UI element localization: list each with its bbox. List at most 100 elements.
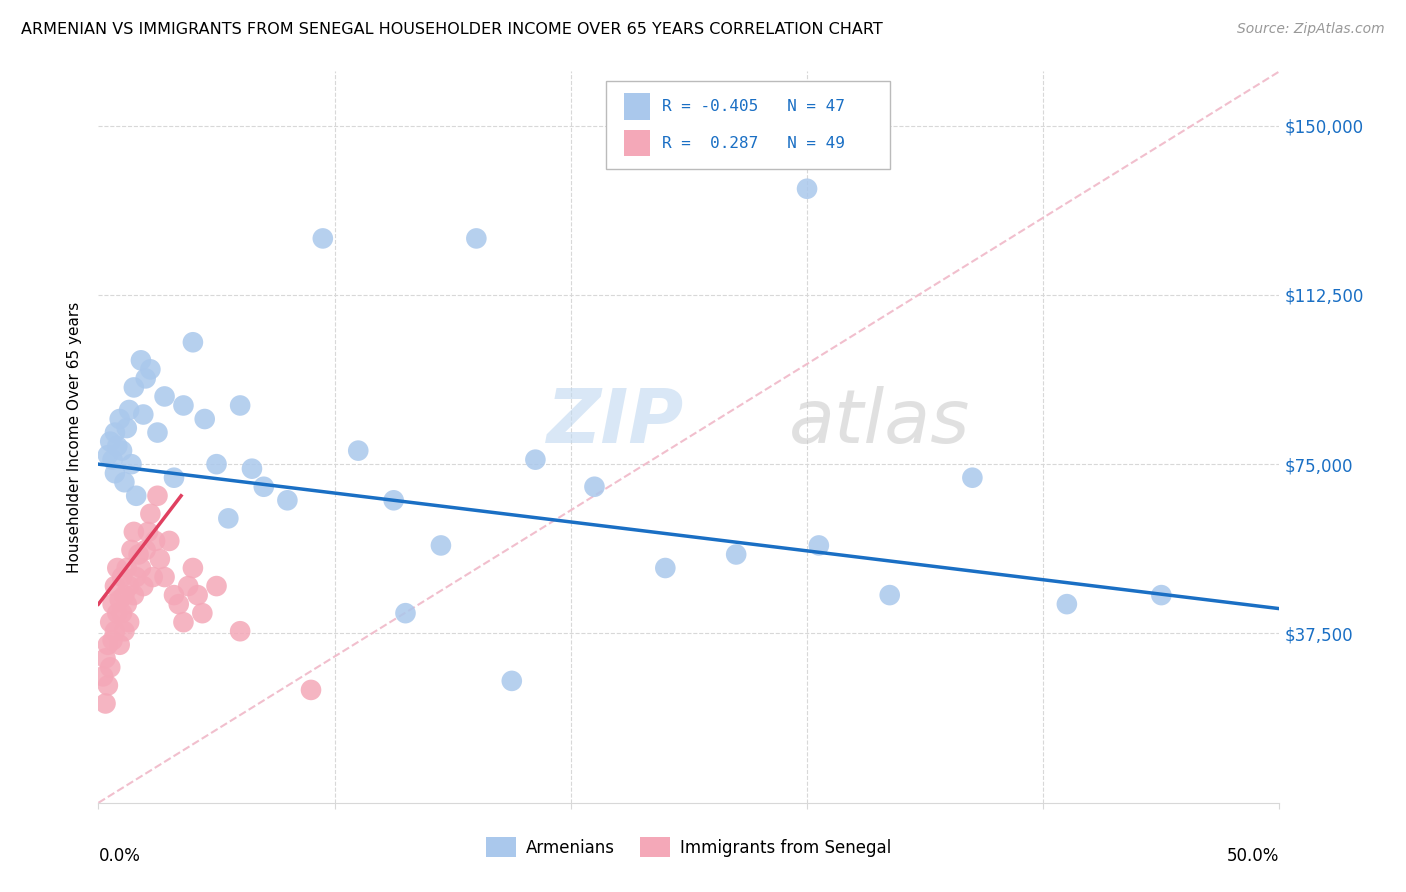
Point <box>97 448 120 462</box>
Point <box>654 561 676 575</box>
Point <box>879 588 901 602</box>
Point <box>135 371 157 385</box>
Point <box>108 592 131 607</box>
Text: ZIP: ZIP <box>547 386 685 459</box>
Point <box>112 588 135 602</box>
Point <box>122 524 145 539</box>
Point <box>430 538 453 552</box>
Point <box>205 457 228 471</box>
Point <box>108 412 131 426</box>
Point <box>129 561 152 575</box>
Point <box>153 389 176 403</box>
Point <box>101 597 124 611</box>
Point <box>139 362 162 376</box>
Point <box>118 579 141 593</box>
Point <box>1150 588 1173 602</box>
Point <box>104 579 127 593</box>
Point <box>181 335 204 350</box>
Point <box>177 579 200 593</box>
Point <box>153 570 176 584</box>
Point <box>146 489 169 503</box>
Point <box>139 507 162 521</box>
Point <box>172 399 194 413</box>
Point <box>796 182 818 196</box>
Point <box>583 480 606 494</box>
Point <box>94 651 117 665</box>
Point <box>142 570 165 584</box>
Point <box>725 548 748 562</box>
Point <box>163 471 186 485</box>
Point <box>394 606 416 620</box>
Point <box>91 669 114 683</box>
Point <box>157 533 180 548</box>
Point <box>194 412 217 426</box>
Point <box>191 606 214 620</box>
Point <box>111 570 134 584</box>
Point <box>299 682 322 697</box>
Point <box>217 511 239 525</box>
Point <box>101 633 124 648</box>
Point <box>104 466 127 480</box>
Point <box>276 493 298 508</box>
Point <box>98 434 121 449</box>
Point <box>97 678 120 692</box>
Point <box>121 543 143 558</box>
Point <box>149 552 172 566</box>
Point <box>501 673 523 688</box>
Point <box>181 561 204 575</box>
Point <box>382 493 405 508</box>
Point <box>163 588 186 602</box>
Point <box>115 421 138 435</box>
Point <box>105 606 128 620</box>
Point <box>172 615 194 630</box>
Point <box>125 570 148 584</box>
Point <box>118 615 141 630</box>
Point <box>122 380 145 394</box>
Text: atlas: atlas <box>789 386 970 458</box>
Point <box>229 399 252 413</box>
Point <box>111 606 134 620</box>
Point <box>146 425 169 440</box>
Point <box>465 231 488 245</box>
FancyBboxPatch shape <box>606 81 890 169</box>
Point <box>962 471 984 485</box>
FancyBboxPatch shape <box>624 94 650 120</box>
FancyBboxPatch shape <box>624 130 650 156</box>
Point <box>98 615 121 630</box>
Point <box>347 443 370 458</box>
Point <box>104 624 127 639</box>
Point <box>253 480 276 494</box>
Point <box>115 597 138 611</box>
Point <box>312 231 335 245</box>
Point <box>111 443 134 458</box>
Point <box>187 588 209 602</box>
Point <box>98 660 121 674</box>
Point <box>132 579 155 593</box>
Point <box>112 475 135 490</box>
Point <box>205 579 228 593</box>
Point <box>97 638 120 652</box>
Text: ARMENIAN VS IMMIGRANTS FROM SENEGAL HOUSEHOLDER INCOME OVER 65 YEARS CORRELATION: ARMENIAN VS IMMIGRANTS FROM SENEGAL HOUS… <box>21 22 883 37</box>
Point <box>112 624 135 639</box>
Point <box>108 638 131 652</box>
Point <box>240 461 263 475</box>
Point <box>167 597 190 611</box>
Point <box>122 588 145 602</box>
Point <box>524 452 547 467</box>
Point <box>128 548 150 562</box>
Point <box>105 439 128 453</box>
Point <box>125 489 148 503</box>
Point <box>132 408 155 422</box>
Legend: Armenians, Immigrants from Senegal: Armenians, Immigrants from Senegal <box>479 830 898 864</box>
Point <box>229 624 252 639</box>
Point <box>115 561 138 575</box>
Point <box>94 697 117 711</box>
Point <box>135 543 157 558</box>
Text: R =  0.287   N = 49: R = 0.287 N = 49 <box>662 136 845 151</box>
Point <box>1056 597 1078 611</box>
Point <box>807 538 830 552</box>
Text: Source: ZipAtlas.com: Source: ZipAtlas.com <box>1237 22 1385 37</box>
Point <box>105 561 128 575</box>
Text: 0.0%: 0.0% <box>98 847 141 864</box>
Point <box>104 425 127 440</box>
